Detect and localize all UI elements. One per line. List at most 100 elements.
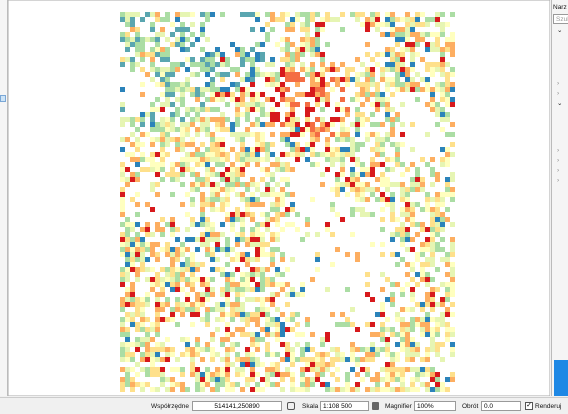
map-cell — [370, 387, 375, 392]
map-cell — [365, 72, 370, 77]
tree-arrow[interactable]: › — [557, 90, 560, 97]
expand-arrow[interactable]: ⌄ — [557, 27, 563, 34]
map-cell — [180, 372, 185, 377]
map-cell — [375, 22, 380, 27]
map-cell — [370, 122, 375, 127]
map-cell — [155, 342, 160, 347]
map-cell — [120, 37, 125, 42]
map-cell — [195, 277, 200, 282]
map-cell — [205, 182, 210, 187]
map-cell — [440, 317, 445, 322]
map-cell — [245, 107, 250, 112]
map-cell — [260, 142, 265, 147]
map-cell — [450, 142, 455, 147]
map-cell — [175, 107, 180, 112]
map-cell — [420, 322, 425, 327]
magnifier-spin[interactable]: 100% — [414, 401, 456, 411]
map-cell — [365, 42, 370, 47]
map-cell — [195, 387, 200, 392]
map-cell — [440, 82, 445, 87]
rotation-spin[interactable]: 0.0 — [481, 401, 521, 411]
map-cell — [370, 112, 375, 117]
map-cell — [270, 362, 275, 367]
map-cell — [235, 287, 240, 292]
map-cell — [235, 177, 240, 182]
tree-arrow[interactable]: › — [557, 167, 560, 174]
map-cell — [245, 102, 250, 107]
map-cell — [245, 207, 250, 212]
map-cell — [290, 122, 295, 127]
map-cell — [220, 147, 225, 152]
tree-arrow[interactable]: › — [557, 147, 560, 154]
lock-icon[interactable] — [372, 402, 379, 410]
map-cell — [425, 322, 430, 327]
map-cell — [420, 382, 425, 387]
coordinates-field[interactable]: 514141,250890 — [192, 401, 282, 411]
map-cell — [150, 352, 155, 357]
selected-row[interactable] — [0, 95, 6, 102]
map-cell — [215, 122, 220, 127]
map-cell — [410, 217, 415, 222]
map-cell — [225, 72, 230, 77]
map-canvas[interactable] — [8, 0, 550, 396]
render-checkbox[interactable]: ✓ — [525, 402, 533, 410]
map-cell — [250, 337, 255, 342]
map-cell — [325, 122, 330, 127]
info-banner[interactable] — [554, 360, 568, 396]
map-cell — [375, 347, 380, 352]
map-cell — [210, 347, 215, 352]
tree-arrow[interactable]: › — [557, 177, 560, 184]
map-cell — [235, 207, 240, 212]
map-cell — [185, 107, 190, 112]
map-cell — [250, 92, 255, 97]
map-cell — [215, 52, 220, 57]
map-cell — [205, 227, 210, 232]
map-cell — [445, 72, 450, 77]
map-cell — [175, 67, 180, 72]
map-cell — [250, 272, 255, 277]
map-cell — [385, 87, 390, 92]
map-cell — [265, 282, 270, 287]
map-cell — [385, 167, 390, 172]
map-cell — [125, 237, 130, 242]
map-cell — [155, 47, 160, 52]
map-cell — [440, 47, 445, 52]
map-cell — [240, 367, 245, 372]
map-cell — [230, 332, 235, 337]
map-cell — [250, 332, 255, 337]
map-cell — [280, 387, 285, 392]
expand-arrow[interactable]: ⌄ — [557, 100, 563, 107]
map-cell — [315, 92, 320, 97]
map-cell — [145, 167, 150, 172]
map-cell — [240, 272, 245, 277]
map-cell — [220, 162, 225, 167]
map-cell — [170, 117, 175, 122]
map-cell — [210, 372, 215, 377]
map-cell — [185, 212, 190, 217]
map-cell — [285, 102, 290, 107]
map-cell — [180, 117, 185, 122]
map-cell — [150, 207, 155, 212]
map-cell — [430, 247, 435, 252]
map-cell — [170, 277, 175, 282]
map-cell — [140, 342, 145, 347]
map-cell — [150, 107, 155, 112]
map-cell — [230, 97, 235, 102]
map-cell — [355, 57, 360, 62]
map-cell — [365, 87, 370, 92]
map-cell — [435, 227, 440, 232]
map-cell — [240, 197, 245, 202]
tree-arrow[interactable]: › — [557, 80, 560, 87]
map-cell — [160, 32, 165, 37]
search-box[interactable]: Szuk — [553, 14, 568, 24]
map-cell — [385, 352, 390, 357]
tree-arrow[interactable]: › — [557, 157, 560, 164]
map-cell — [120, 247, 125, 252]
scale-combo[interactable]: 1:108 500 — [320, 401, 369, 411]
map-cell — [435, 327, 440, 332]
coordinates-toggle[interactable] — [287, 402, 295, 410]
map-cell — [255, 222, 260, 227]
map-cell — [425, 347, 430, 352]
map-cell — [235, 47, 240, 52]
map-cell — [195, 307, 200, 312]
